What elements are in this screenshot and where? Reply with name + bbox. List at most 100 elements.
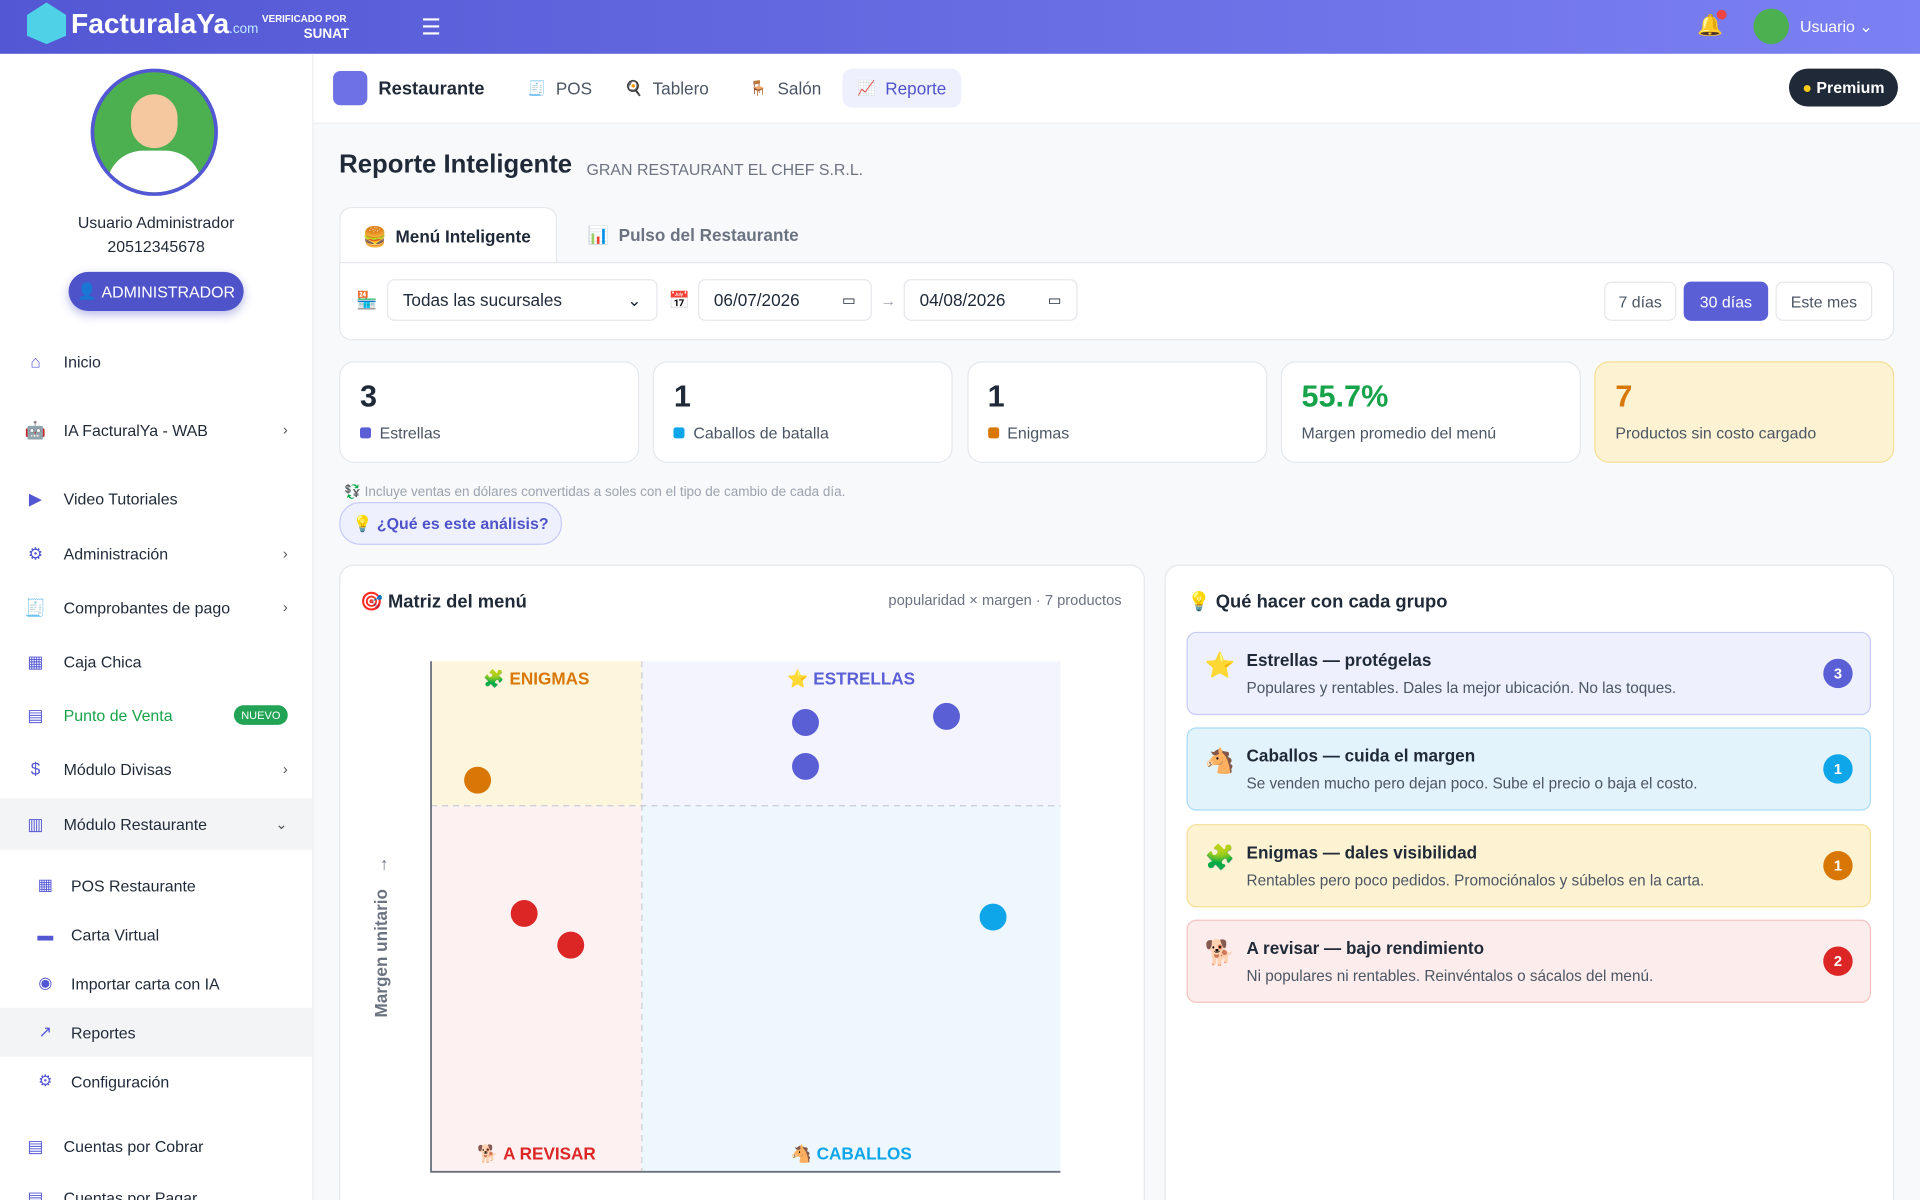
role-label: ADMINISTRADOR xyxy=(101,282,236,301)
kpi-card: 1 Caballos de batalla xyxy=(653,361,954,463)
menu-item[interactable]: ▥ Módulo Restaurante ⌄ xyxy=(0,798,313,850)
kpi-label: Estrellas xyxy=(379,423,441,443)
tab[interactable]: 🧾 POS xyxy=(513,69,607,108)
menu-icon: ⚙ xyxy=(27,543,44,563)
menu-item[interactable]: ▤ Cuentas por Cobrar xyxy=(0,1122,312,1171)
profile-name: Usuario Administrador xyxy=(77,213,235,232)
group-count: 1 xyxy=(1823,754,1853,785)
kpi-card: 1 Enigmas xyxy=(966,361,1267,463)
sunat: SUNAT xyxy=(303,26,350,42)
premium-badge[interactable]: ● Premium xyxy=(1788,68,1898,107)
date-from[interactable]: 06/07/2026 ▭ xyxy=(697,279,872,321)
kpi-card: 3 Estrellas xyxy=(339,361,640,463)
subtab[interactable]: 📊 Pulso del Restaurante xyxy=(587,225,799,245)
y-axis-arrow: → xyxy=(371,857,391,874)
submenu-item[interactable]: ◉ Importar carta con IA xyxy=(0,959,312,1008)
notifications[interactable]: 🔔 xyxy=(1697,13,1724,37)
quadrant-name: CABALLOS xyxy=(817,1144,912,1164)
group-desc: Rentables pero poco pedidos. Promociónal… xyxy=(1246,871,1705,889)
quadrant-name: A REVISAR xyxy=(503,1144,596,1164)
quadrant xyxy=(431,805,642,1172)
branch-select[interactable]: Todas las sucursales ⌄ xyxy=(386,279,658,321)
user-menu[interactable]: Usuario ⌄ xyxy=(1800,17,1873,36)
logo-icon xyxy=(26,2,67,45)
date-to[interactable]: 04/08/2026 ▭ xyxy=(903,279,1078,321)
submenu-icon: ▦ xyxy=(37,875,53,894)
quadrant-name: ENIGMAS xyxy=(510,668,590,688)
menu-item[interactable]: 🤖 IA FacturalYa - WAB › xyxy=(0,405,312,454)
group-desc: Se venden mucho pero dejan poco. Sube el… xyxy=(1246,775,1698,793)
menu-item[interactable]: ⌂ Inicio xyxy=(0,337,312,386)
date-icon: 📅 xyxy=(668,290,690,310)
tab[interactable]: 📈 Reporte xyxy=(842,68,961,108)
kpi-label-row: Productos sin costo cargado xyxy=(1615,424,1816,442)
matrix-meta: popularidad × margen · 7 productos xyxy=(888,591,1122,609)
submenu-icon: ⚙ xyxy=(38,1071,53,1090)
date-from-value: 06/07/2026 xyxy=(713,290,800,310)
branch-icon: 🏪 xyxy=(356,290,378,310)
group-icon: 🧩 xyxy=(1204,844,1236,872)
help-label: ¿Qué es este análisis? xyxy=(376,514,549,533)
tab-icon: 📈 xyxy=(857,79,876,97)
menu-item[interactable]: ▤ Cuentas por Pagar xyxy=(0,1173,312,1200)
menu-label: Módulo Divisas xyxy=(63,759,172,779)
submenu-item[interactable]: ⚙ Configuración xyxy=(0,1057,312,1106)
date-arrow: → xyxy=(880,291,897,310)
kpi-label-row: Enigmas xyxy=(987,424,1069,442)
tab[interactable]: 🪑 Salón xyxy=(735,69,836,108)
user-avatar[interactable] xyxy=(1753,8,1789,45)
menu-item[interactable]: 🧾 Comprobantes de pago › xyxy=(0,583,312,632)
submenu-item[interactable]: ↗ Reportes xyxy=(0,1007,313,1057)
role-button[interactable]: 👤 ADMINISTRADOR xyxy=(68,271,244,312)
menu-item[interactable]: $ Módulo Divisas › xyxy=(0,744,312,793)
group-desc: Ni populares ni rentables. Reinvéntalos … xyxy=(1246,967,1654,985)
kpi-dot xyxy=(673,427,685,439)
menu-toggle[interactable]: ☰ xyxy=(421,14,441,40)
menu-item[interactable]: ▦ Caja Chica xyxy=(0,637,312,686)
note-text: Incluye ventas en dólares convertidas a … xyxy=(364,484,846,500)
submenu-item[interactable]: ▦ POS Restaurante xyxy=(0,861,312,910)
kpi-label-row: Margen promedio del menú xyxy=(1301,424,1496,442)
tab[interactable]: 🍳 Tablero xyxy=(610,69,724,108)
range-button[interactable]: Este mes xyxy=(1775,281,1873,321)
date-to-value: 04/08/2026 xyxy=(919,290,1006,310)
menu-label: Video Tutoriales xyxy=(63,489,178,508)
menu-icon: ▤ xyxy=(27,1187,44,1200)
range-button[interactable]: 7 días xyxy=(1604,281,1677,321)
menu-icon: 🤖 xyxy=(24,419,47,439)
menu-label: Administración xyxy=(63,544,169,563)
tab-icon: 🍳 xyxy=(624,79,643,97)
kpi-value: 3 xyxy=(360,379,378,414)
menu-label: Cuentas por Cobrar xyxy=(63,1136,204,1156)
product-point xyxy=(933,702,960,730)
range-button[interactable]: 30 días xyxy=(1683,281,1769,321)
submenu-item[interactable]: ▬ Carta Virtual xyxy=(0,910,312,959)
notification-dot xyxy=(1716,9,1727,20)
kpi-card: 55.7% Margen promedio del menú xyxy=(1280,361,1581,463)
page-title: Reporte Inteligente xyxy=(339,150,573,179)
help-button[interactable]: 💡 ¿Qué es este análisis? xyxy=(339,502,563,545)
kpi-value: 7 xyxy=(1615,379,1633,414)
menu-label: Punto de Venta xyxy=(63,705,173,725)
menu-icon: ▤ xyxy=(27,704,44,725)
group-count: 3 xyxy=(1823,658,1853,689)
module-icon xyxy=(333,71,368,106)
menu-item[interactable]: ▤ Punto de Venta NUEVO xyxy=(0,691,312,740)
group-desc: Populares y rentables. Dales la mejor ub… xyxy=(1246,679,1677,697)
group-title: Caballos — cuida el margen xyxy=(1246,746,1476,766)
menu-chevron: ⌄ xyxy=(275,815,288,833)
kpi-value: 55.7% xyxy=(1301,379,1389,414)
group-count: 2 xyxy=(1823,946,1853,976)
menu-label: Caja Chica xyxy=(63,652,142,671)
menu-item[interactable]: ⚙ Administración › xyxy=(0,529,312,578)
menu-item[interactable]: ▶ Video Tutoriales xyxy=(0,474,312,523)
group-title: A revisar — bajo rendimiento xyxy=(1246,937,1485,958)
menu-chevron: › xyxy=(282,598,288,616)
kpi-label: Margen promedio del menú xyxy=(1301,423,1497,443)
product-point xyxy=(557,931,585,959)
submenu-label: Configuración xyxy=(71,1072,170,1091)
subtab-active[interactable]: 🍔 Menú Inteligente xyxy=(339,206,558,265)
quadrant-icon: 🧩 xyxy=(483,668,509,688)
quadrant-label: 🧩 ENIGMAS xyxy=(483,668,589,688)
